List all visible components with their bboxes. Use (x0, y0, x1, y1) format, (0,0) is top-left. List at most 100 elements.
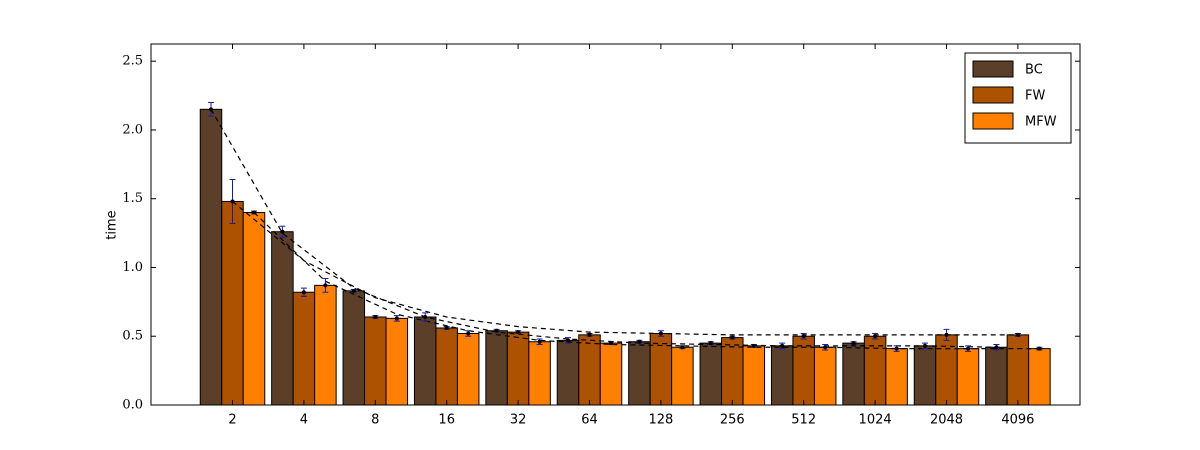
point (537, 339, 542, 344)
bar (578, 334, 601, 406)
y-tick-label: 2.5 (122, 54, 143, 69)
bar (628, 341, 651, 406)
point (323, 283, 328, 288)
x-tick-label: 64 (581, 413, 598, 428)
bar (721, 337, 744, 406)
point (994, 345, 999, 350)
point (944, 332, 949, 337)
point (466, 331, 471, 336)
y-tick-label: 0.5 (122, 329, 143, 344)
point (680, 345, 685, 350)
y-tick-label: 1.5 (122, 191, 143, 206)
point (301, 290, 306, 295)
point (587, 332, 592, 337)
x-tick-label: 256 (720, 413, 745, 428)
point (209, 107, 213, 112)
legend-label: BC (1025, 63, 1043, 78)
point (351, 288, 356, 293)
bar (842, 342, 865, 406)
legend-swatch (972, 60, 1014, 78)
point (730, 335, 735, 340)
bar (413, 316, 437, 406)
point (516, 330, 521, 335)
y-tick-label: 1.0 (122, 260, 143, 275)
legend: BC FW MFW (964, 52, 1072, 144)
bar (199, 108, 223, 406)
point (851, 341, 856, 346)
bar (485, 330, 508, 406)
bar (742, 345, 766, 406)
point (658, 331, 663, 336)
point (423, 314, 428, 319)
bar (506, 331, 530, 406)
x-tick-label: 4096 (1001, 413, 1034, 428)
x-tick-label: 128 (648, 413, 673, 428)
point (494, 328, 499, 333)
x-tick-label: 2048 (930, 413, 963, 428)
bar (342, 290, 366, 406)
point (708, 341, 713, 346)
x-tick-label: 1024 (859, 413, 892, 428)
point (230, 199, 235, 204)
x-tick-label: 4 (300, 413, 308, 428)
bar (292, 291, 316, 406)
bar (385, 317, 409, 406)
bar (221, 200, 244, 406)
bar (863, 335, 887, 406)
y-tick-label: 2.0 (122, 122, 143, 137)
bar (456, 332, 480, 406)
legend-label: MFW (1025, 115, 1057, 130)
plot-frame (150, 43, 1081, 406)
legend-label: FW (1025, 89, 1045, 104)
bar (770, 345, 794, 406)
bar (271, 231, 294, 406)
bar (556, 339, 580, 406)
y-tick-label: 0.0 (122, 398, 143, 413)
point (252, 210, 256, 215)
fit-line (210, 109, 997, 348)
bar (935, 334, 958, 406)
point (823, 345, 828, 350)
x-tick-label: 2 (228, 413, 236, 428)
point (566, 338, 570, 343)
x-tick-label: 512 (791, 413, 816, 428)
point (966, 346, 970, 351)
bar (885, 348, 908, 406)
point (394, 316, 399, 321)
bar (792, 335, 815, 406)
point (894, 346, 899, 351)
bar (671, 346, 694, 406)
bar (599, 342, 623, 406)
x-tick-label: 32 (510, 413, 527, 428)
bar (956, 348, 980, 406)
point (1037, 346, 1042, 351)
bar (435, 327, 458, 406)
y-axis-label: time (105, 210, 120, 239)
bar (364, 316, 387, 406)
bar (1006, 334, 1030, 406)
point (444, 325, 449, 330)
bar (913, 345, 937, 406)
point (1015, 332, 1020, 337)
point (751, 343, 756, 348)
x-tick-label: 16 (438, 413, 455, 428)
bar (242, 211, 266, 406)
point (801, 334, 806, 339)
point (780, 343, 785, 348)
fit-line (232, 201, 1018, 336)
point (637, 339, 642, 344)
bar (1028, 348, 1051, 406)
bar (314, 284, 337, 406)
bar (985, 346, 1008, 406)
point (923, 343, 927, 348)
point (609, 341, 613, 346)
point (280, 229, 285, 234)
bar (528, 341, 551, 406)
legend-swatch (972, 86, 1014, 104)
bar (699, 342, 723, 406)
fit-line (253, 212, 1040, 350)
bar (813, 346, 837, 406)
point (373, 314, 378, 319)
x-tick-label: 8 (371, 413, 379, 428)
